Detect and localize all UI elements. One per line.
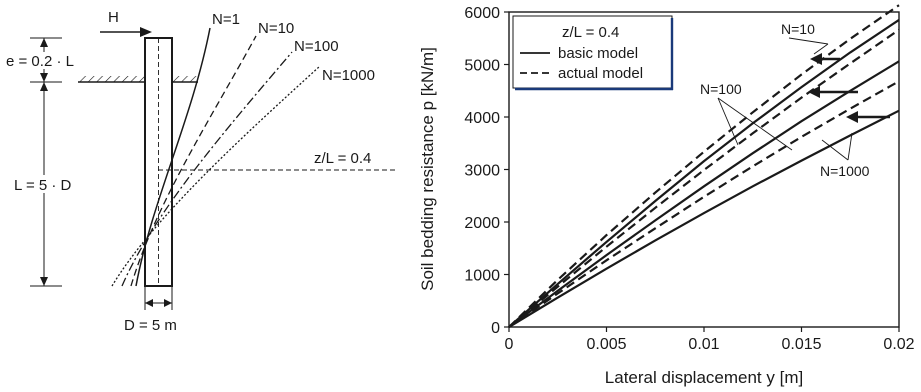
pile-schematic: H e = 0.2 · L L = 5 · D D = 5 m z/L = 0.… (4, 9, 398, 334)
y-tick-label: 6000 (464, 5, 500, 22)
deflection-curve-n10 (130, 35, 257, 287)
y-axis-label: Soil bedding resistance p [kN/m] (418, 47, 437, 291)
diameter-label: D = 5 m (124, 317, 177, 334)
x-tick-label: 0 (505, 336, 514, 353)
ground-hatch (78, 76, 198, 82)
y-tick-label: 4000 (464, 110, 500, 127)
x-tick-label: 0.02 (883, 336, 914, 353)
legend: z/L = 0.4 basic model actual model (512, 15, 674, 91)
legend-label-actual: actual model (558, 65, 643, 82)
legend-label-basic: basic model (558, 45, 638, 62)
deflection-label-n1: N=1 (212, 11, 240, 28)
deflection-label-n10: N=10 (258, 20, 294, 37)
x-tick-label: 0.015 (781, 336, 821, 353)
embedment-label: e = 0.2 · L (6, 53, 74, 70)
depth-label: z/L = 0.4 (314, 150, 371, 167)
length-label: L = 5 · D (14, 177, 72, 194)
deflection-curve-n100 (121, 51, 293, 287)
deflection-curve-n1 (135, 27, 211, 287)
pointer-n10-a (788, 37, 829, 45)
d-dim-arrow-right (164, 299, 172, 307)
shift-arrows (808, 53, 890, 123)
shift-arrowhead-n100 (808, 86, 820, 98)
deflection-label-n100: N=100 (294, 38, 339, 55)
force-arrowhead (140, 27, 152, 37)
l-dim-arrow-bottom (40, 277, 48, 286)
shift-arrowhead-n10 (810, 53, 822, 65)
y-tick-label: 2000 (464, 215, 500, 232)
annotation-n10: N=10 (781, 21, 815, 37)
e-label-bg (4, 52, 90, 69)
shift-arrowhead-n1000 (846, 111, 858, 123)
e-dim-arrow-bottom (40, 73, 48, 82)
l-label-bg (12, 175, 96, 193)
d-dim-arrow-left (145, 299, 153, 307)
annotation-n1000: N=1000 (820, 163, 870, 179)
legend-box (512, 15, 673, 89)
series-line-1-dashed (508, 4, 900, 328)
pointer-n1000-a (821, 139, 849, 161)
series-line-4-solid (508, 60, 900, 328)
x-axis-label: Lateral displacement y [m] (605, 368, 803, 387)
e-dim-arrow-top (40, 38, 48, 47)
legend-title: z/L = 0.4 (562, 24, 619, 41)
series-line-5-dashed (508, 80, 900, 328)
annotation-pointers (717, 37, 853, 161)
series-group (508, 4, 900, 328)
x-tick-label: 0.005 (586, 336, 626, 353)
deflection-curve-n1000 (111, 65, 321, 287)
series-line-2-solid (508, 18, 900, 328)
y-tick-label: 5000 (464, 58, 500, 75)
axis-ticks: 0 0.005 0.01 0.015 0.02 0 1000 2000 3000 4000 5000… (464, 5, 914, 353)
y-tick-label: 1000 (464, 268, 500, 285)
force-label: H (108, 9, 119, 26)
pointer-n100-a (717, 97, 739, 146)
annotation-n100: N=100 (700, 81, 742, 97)
pointer-n1000-b (847, 132, 853, 161)
l-dim-arrow-top (40, 82, 48, 91)
chart: 0 0.005 0.01 0.015 0.02 0 1000 2000 3000 4000 5000… (418, 4, 915, 387)
pointer-n10-b (813, 43, 829, 55)
y-tick-label: 0 (491, 320, 500, 337)
series-line-6-solid (508, 109, 900, 328)
y-tick-label: 3000 (464, 163, 500, 180)
series-line-3-dashed (508, 28, 900, 328)
pointer-n100-b (717, 97, 793, 151)
x-tick-label: 0.01 (688, 336, 719, 353)
deflection-label-n1000: N=1000 (322, 67, 375, 84)
